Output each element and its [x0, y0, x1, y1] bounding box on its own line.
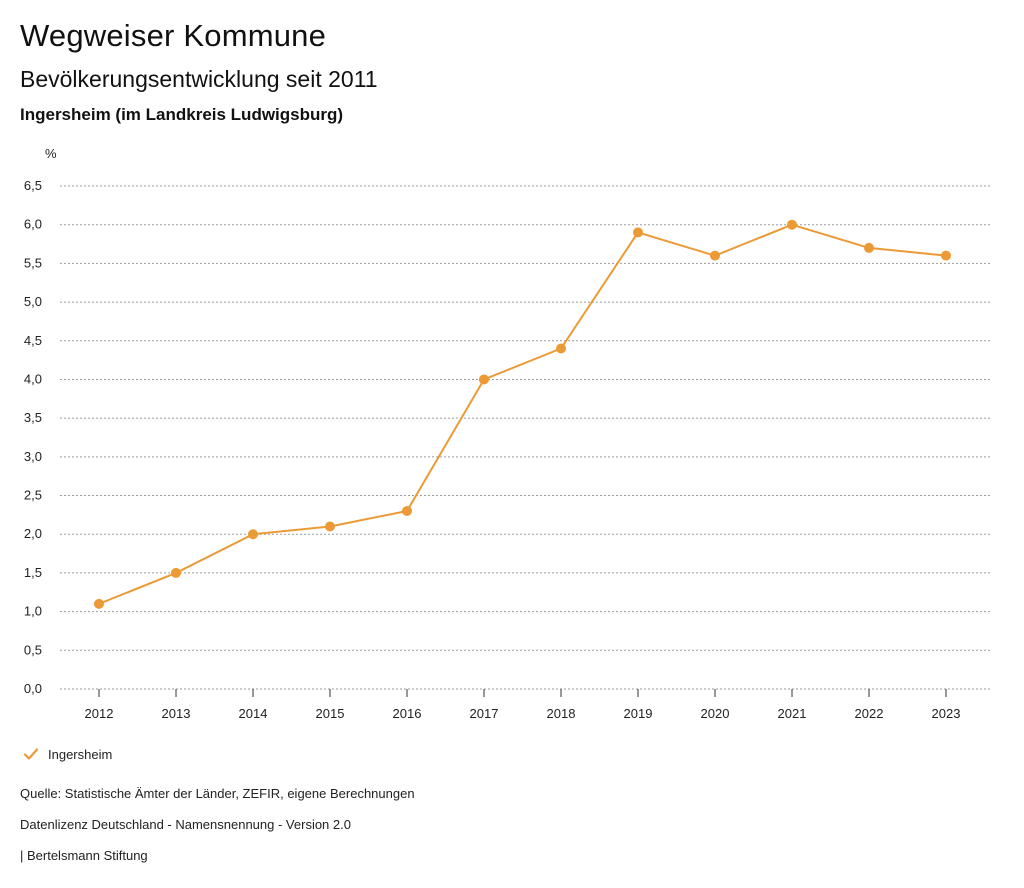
source-note: Quelle: Statistische Ämter der Länder, Z… [20, 786, 415, 801]
x-tick-label: 2013 [162, 706, 191, 721]
y-tick-label: 1,5 [24, 565, 42, 580]
y-tick-label: 1,0 [24, 604, 42, 619]
y-tick-label: 5,0 [24, 294, 42, 309]
y-tick-label: 6,5 [24, 178, 42, 193]
y-tick-label: 0,5 [24, 642, 42, 657]
check-icon-path [23, 748, 39, 760]
y-tick-label: 0,0 [24, 681, 42, 696]
y-tick-label: 3,5 [24, 410, 42, 425]
line-chart: % 0,0 0,5 1,0 1,5 2,0 2,5 3,0 3,5 4,0 4,5 5,0 5,5 6,0… [24, 146, 991, 721]
data-point [710, 250, 720, 261]
check-icon [23, 748, 39, 760]
data-point [402, 506, 412, 517]
y-axis-unit: % [45, 146, 57, 161]
x-tick-label: 2012 [85, 706, 114, 721]
data-point [171, 567, 181, 578]
x-tick-label: 2023 [932, 706, 961, 721]
x-tick-label: 2019 [624, 706, 653, 721]
data-point [787, 219, 797, 230]
y-tick-label: 6,0 [24, 217, 42, 232]
x-tick-label: 2014 [239, 706, 268, 721]
chart-subtitle: Bevölkerungsentwicklung seit 2011 [20, 66, 378, 92]
y-tick-label: 4,0 [24, 371, 42, 386]
y-tick-label: 2,5 [24, 488, 42, 503]
y-tick-label: 3,0 [24, 449, 42, 464]
x-tick-label: 2021 [778, 706, 807, 721]
data-point [248, 529, 258, 540]
x-tick-label: 2015 [316, 706, 345, 721]
y-tick-label: 2,0 [24, 526, 42, 541]
data-point [479, 374, 489, 385]
legend[interactable]: Ingersheim [22, 745, 112, 763]
x-tick-label: 2022 [855, 706, 884, 721]
brand-note: | Bertelsmann Stiftung [20, 848, 148, 863]
page-title: Wegweiser Kommune [20, 18, 327, 53]
x-tick-label: 2018 [547, 706, 576, 721]
series-line [98, 223, 947, 605]
data-point [325, 521, 335, 532]
x-tick-label: 2020 [701, 706, 730, 721]
license-note: Datenlizenz Deutschland - Namensnennung … [20, 817, 351, 832]
data-point [941, 250, 951, 261]
legend-label: Ingersheim [48, 746, 113, 762]
region-label: Ingersheim (im Landkreis Ludwigsburg) [20, 105, 344, 124]
y-tick-label: 4,5 [24, 333, 42, 348]
x-tick-label: 2016 [393, 706, 422, 721]
data-point [864, 242, 874, 253]
x-tick-label: 2017 [470, 706, 499, 721]
y-tick-label: 5,5 [24, 255, 42, 270]
data-point [633, 227, 643, 238]
data-point [94, 598, 104, 609]
data-point [556, 343, 566, 354]
